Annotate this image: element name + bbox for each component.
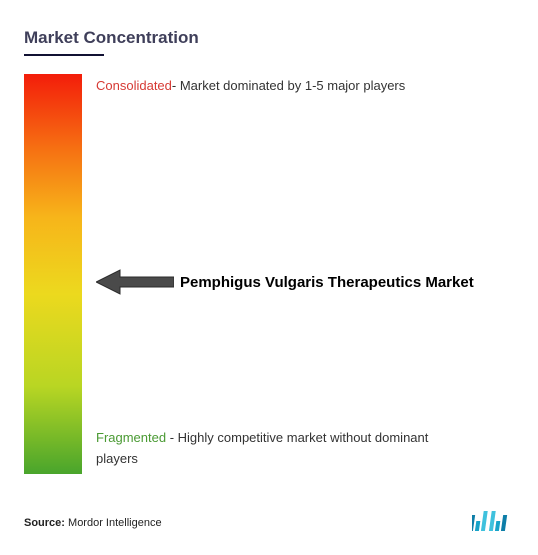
source-attribution: Source: Mordor Intelligence <box>24 517 162 529</box>
fragmented-desc-line2: players <box>96 451 138 466</box>
source-value: Mordor Intelligence <box>68 517 162 529</box>
market-pointer: Pemphigus Vulgaris Therapeutics Market <box>96 268 514 296</box>
fragmented-term: Fragmented <box>96 430 166 445</box>
fragmented-label: Fragmented - Highly competitive market w… <box>96 428 514 470</box>
arrow-left-icon <box>96 268 174 296</box>
title-underline <box>24 54 104 56</box>
market-name: Pemphigus Vulgaris Therapeutics Market <box>180 274 474 291</box>
label-column: Consolidated- Market dominated by 1-5 ma… <box>96 74 514 474</box>
consolidated-label: Consolidated- Market dominated by 1-5 ma… <box>96 76 514 96</box>
mordor-intelligence-logo-icon <box>472 509 508 533</box>
fragmented-desc: - Highly competitive market without domi… <box>166 430 428 445</box>
page-title: Market Concentration <box>24 28 514 48</box>
consolidated-term: Consolidated <box>96 78 172 93</box>
gradient-bar <box>24 74 82 474</box>
consolidated-desc: - Market dominated by 1-5 major players <box>172 78 405 93</box>
source-label: Source: <box>24 517 65 529</box>
concentration-diagram: Consolidated- Market dominated by 1-5 ma… <box>24 74 514 474</box>
